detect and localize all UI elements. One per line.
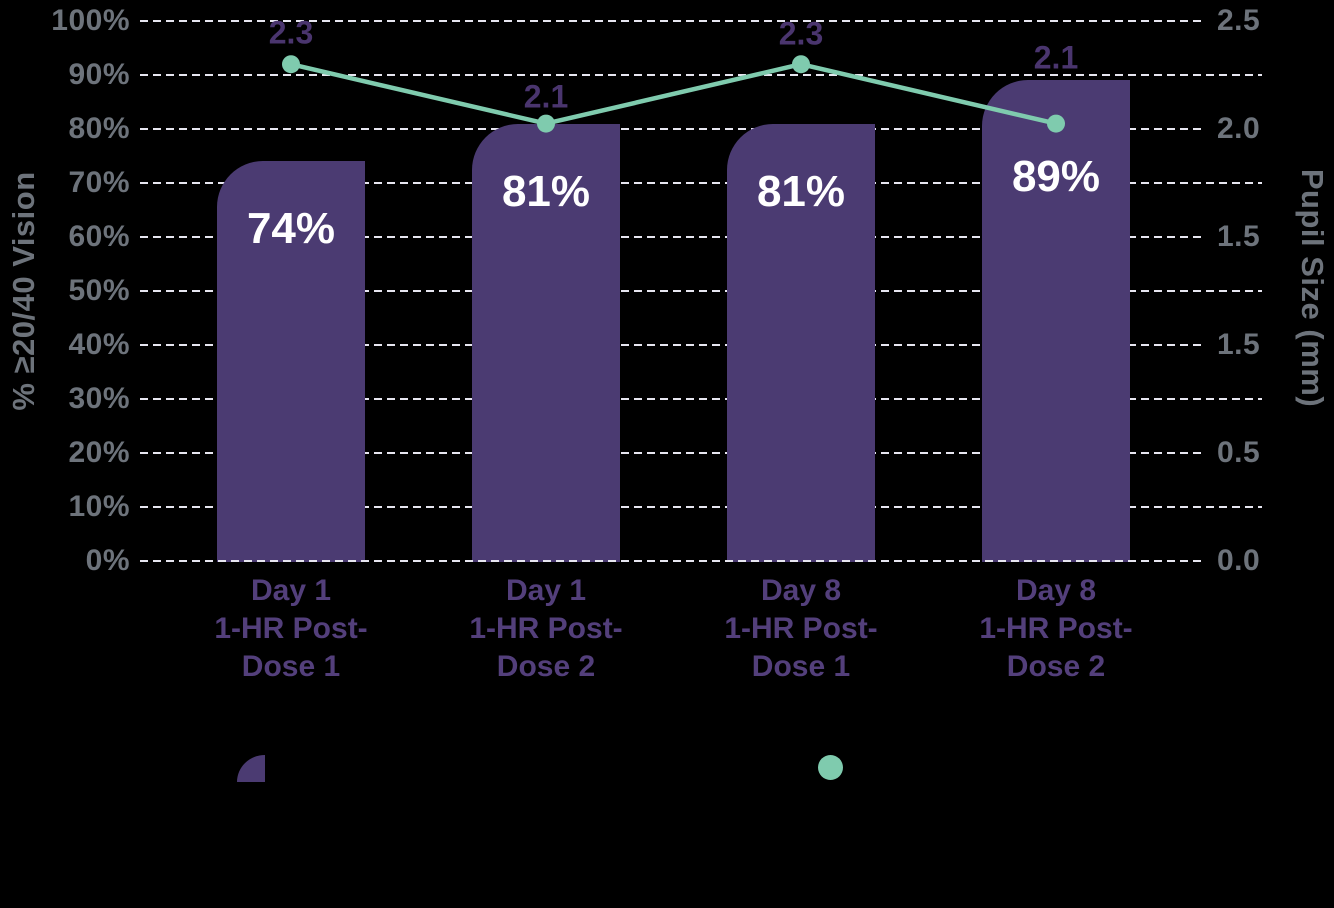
line-point <box>537 114 555 133</box>
y-axis-tick-left: 100% <box>51 4 130 37</box>
category-label-line: 1-HR Post- <box>214 612 368 645</box>
line-point-label: 2.3 <box>778 15 824 52</box>
bar <box>982 80 1130 562</box>
bar-value-label: 89% <box>1011 152 1101 202</box>
y-axis-tick-right: 1.5 <box>1217 328 1261 361</box>
category-label-line: Day 1 <box>505 574 587 607</box>
bar-value-label: 81% <box>756 166 846 216</box>
category-label-line: 1-HR Post- <box>469 612 623 645</box>
gridline <box>140 506 1262 508</box>
bar-value-label: 81% <box>501 166 591 216</box>
y-axis-tick-right: 2.0 <box>1217 112 1261 145</box>
line-point-label: 2.1 <box>523 78 569 115</box>
line-point-label: 2.3 <box>268 14 314 51</box>
y-axis-tick-left: 20% <box>68 436 130 469</box>
y-axis-tick-left: 80% <box>68 112 130 145</box>
y-axis-tick-left: 90% <box>68 58 130 91</box>
line-point <box>792 55 810 74</box>
category-label-line: 1-HR Post- <box>724 612 878 645</box>
gridline <box>140 398 1262 400</box>
gridline <box>140 290 1262 292</box>
y-axis-tick-left: 30% <box>68 382 130 415</box>
line-point <box>282 55 300 74</box>
y-axis-tick-left: 50% <box>68 274 130 307</box>
gridline <box>140 344 1206 346</box>
category-label: Day 8 1-HR Post- Dose 2 <box>926 572 1186 686</box>
y-axis-tick-left: 60% <box>68 220 130 253</box>
bar-value-label: 74% <box>246 204 336 254</box>
y-axis-tick-left: 40% <box>68 328 130 361</box>
gridline <box>140 182 1262 184</box>
category-label-line: 1-HR Post- <box>979 612 1133 645</box>
category-label-line: Dose 1 <box>751 650 851 683</box>
bar <box>727 123 875 562</box>
circle-icon <box>818 755 843 780</box>
category-label-line: Day 8 <box>1015 574 1097 607</box>
y-axis-tick-left: 0% <box>85 544 130 577</box>
bar <box>472 123 620 562</box>
line-point <box>1047 114 1065 133</box>
gridline <box>140 236 1206 238</box>
y-axis-tick-right: 2.5 <box>1217 4 1261 37</box>
category-label-line: Dose 2 <box>496 650 596 683</box>
y-axis-tick-right: 1.5 <box>1217 220 1261 253</box>
y-axis-tick-right: 0.5 <box>1217 436 1261 469</box>
category-label-line: Dose 2 <box>1006 650 1106 683</box>
category-label: Day 8 1-HR Post- Dose 1 <box>671 572 931 686</box>
gridline <box>140 560 1206 562</box>
category-label: Day 1 1-HR Post- Dose 2 <box>416 572 676 686</box>
category-label: Day 1 1-HR Post- Dose 1 <box>161 572 421 686</box>
y-axis-tick-left: 10% <box>68 490 130 523</box>
gridline <box>140 20 1206 22</box>
y-axis-tick-right: 0.0 <box>1217 544 1261 577</box>
category-label-line: Day 1 <box>250 574 332 607</box>
y-axis-tick-left: 70% <box>68 166 130 199</box>
gridline <box>140 128 1206 130</box>
line-path <box>290 61 1057 126</box>
category-label-line: Day 8 <box>760 574 842 607</box>
gridline <box>140 74 1262 76</box>
bar <box>217 161 365 562</box>
line-point-label: 2.1 <box>1033 39 1079 76</box>
category-label-line: Dose 1 <box>241 650 341 683</box>
gridline <box>140 452 1206 454</box>
